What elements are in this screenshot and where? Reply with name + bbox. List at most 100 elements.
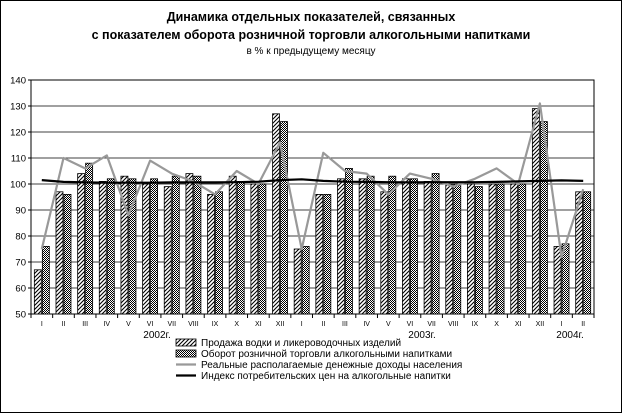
- bar-vodka-sales: [423, 180, 432, 315]
- bar-alcohol-turnover: [583, 191, 592, 315]
- bar-vodka-sales: [207, 193, 215, 315]
- bar-vodka-sales: [33, 269, 42, 315]
- y-tick-label: 120: [10, 128, 26, 139]
- x-year-label: 2003г.: [408, 330, 435, 341]
- x-month-label: XI: [515, 321, 522, 328]
- y-tick-label: 140: [10, 76, 26, 87]
- y-tick-label: 50: [15, 310, 26, 321]
- y-tick-label: 90: [15, 206, 26, 217]
- bar-vodka-sales: [531, 108, 540, 315]
- chart-title-line-1: Динамика отдельных показателей, связанны…: [167, 10, 456, 24]
- bar-vodka-sales: [467, 183, 475, 315]
- x-month-label: I: [561, 321, 563, 328]
- x-month-label: II: [581, 321, 585, 328]
- x-month-label: VIII: [188, 321, 199, 328]
- bar-alcohol-turnover: [345, 167, 353, 315]
- bar-alcohol-turnover: [366, 175, 375, 315]
- bar-alcohol-turnover: [323, 193, 332, 315]
- x-month-label: I: [41, 321, 43, 328]
- bar-alcohol-turnover: [475, 186, 483, 315]
- bar-vodka-sales: [488, 183, 497, 315]
- y-tick-label: 100: [10, 180, 26, 191]
- x-month-label: III: [82, 321, 88, 328]
- x-month-label: V: [386, 321, 391, 328]
- y-tick-label: 60: [15, 284, 26, 295]
- x-month-label: X: [234, 321, 239, 328]
- y-tick-label: 70: [15, 258, 26, 269]
- x-month-label: IV: [363, 321, 370, 328]
- bar-alcohol-turnover: [41, 245, 50, 315]
- x-month-label: XII: [276, 321, 285, 328]
- bar-alcohol-turnover: [388, 175, 397, 315]
- legend-label: Оборот розничной торговли алкогольными н…: [201, 348, 452, 360]
- line-real-incomes: [40, 102, 585, 258]
- x-month-label: VI: [407, 321, 414, 328]
- bars: [33, 108, 592, 315]
- bar-vodka-sales: [575, 191, 584, 315]
- x-year-label: 2004г.: [556, 330, 583, 341]
- bar-vodka-sales: [445, 183, 454, 315]
- bar-alcohol-turnover: [128, 178, 137, 315]
- x-month-label: IV: [103, 321, 110, 328]
- x-month-label: XII: [536, 321, 545, 328]
- x-axis: I II III IV V VI VII VIII IX X XI XII I II III IV V VI VII…: [30, 314, 595, 341]
- bar-vodka-sales: [380, 191, 389, 315]
- chart-title-line-2: с показателем оборота розничной торговли…: [92, 28, 531, 42]
- bar-vodka-sales: [120, 175, 129, 315]
- legend: Продажа водки и ликероводочных изделийОб…: [175, 338, 462, 382]
- bar-vodka-sales: [272, 113, 280, 315]
- bar-vodka-sales: [337, 178, 345, 315]
- x-year-label: 2002г.: [143, 330, 170, 341]
- line-cpi-alcohol: [41, 178, 584, 184]
- y-tick-label: 80: [15, 232, 26, 243]
- bar-vodka-sales: [293, 248, 302, 315]
- bar-vodka-sales: [142, 183, 150, 315]
- chart-subtitle: в % к предыдущему месяцу: [246, 46, 375, 57]
- bar-alcohol-turnover: [258, 183, 267, 315]
- bar-vodka-sales: [163, 186, 172, 315]
- bar-vodka-sales: [77, 173, 86, 315]
- x-month-label: II: [62, 321, 66, 328]
- bar-alcohol-turnover: [453, 183, 462, 315]
- y-axis-ticks: 50 60 70 80 90 100 110 120 130 140: [10, 76, 31, 321]
- bar-alcohol-turnover: [63, 193, 72, 315]
- bar-vodka-sales: [55, 191, 64, 315]
- x-month-label: X: [494, 321, 499, 328]
- bar-alcohol-turnover: [410, 178, 418, 315]
- bar-alcohol-turnover: [431, 173, 440, 315]
- legend-label: Продажа водки и ликероводочных изделий: [201, 338, 401, 349]
- series-lines: [40, 102, 585, 258]
- x-month-label: I: [301, 321, 303, 328]
- bar-vodka-sales: [358, 178, 367, 315]
- legend-swatch: [175, 349, 197, 358]
- bar-vodka-sales: [553, 245, 562, 315]
- x-month-label: VIII: [448, 321, 459, 328]
- bar-alcohol-turnover: [518, 183, 527, 315]
- y-tick-label: 130: [10, 102, 26, 113]
- bar-vodka-sales: [98, 180, 107, 315]
- x-month-label: III: [342, 321, 348, 328]
- bar-alcohol-turnover: [171, 175, 180, 315]
- bar-vodka-sales: [510, 183, 519, 315]
- legend-swatch: [175, 338, 197, 347]
- bar-vodka-sales: [185, 173, 194, 315]
- bar-vodka-sales: [228, 175, 237, 315]
- bar-alcohol-turnover: [106, 178, 115, 315]
- bar-vodka-sales: [402, 178, 410, 315]
- bar-alcohol-turnover: [280, 121, 288, 315]
- x-month-label: II: [321, 321, 325, 328]
- x-month-label: VII: [427, 321, 436, 328]
- bar-alcohol-turnover: [85, 162, 94, 315]
- bar-alcohol-turnover: [539, 121, 548, 315]
- bar-alcohol-turnover: [236, 180, 245, 315]
- x-month-label: VII: [167, 321, 176, 328]
- bar-alcohol-turnover: [193, 175, 202, 315]
- bar-alcohol-turnover: [150, 178, 158, 315]
- y-tick-label: 110: [11, 154, 26, 165]
- bar-alcohol-turnover: [215, 191, 223, 315]
- bar-vodka-sales: [250, 183, 259, 315]
- x-month-label: V: [126, 321, 131, 328]
- x-month-label: IX: [472, 321, 479, 328]
- x-month-label: VI: [147, 321, 154, 328]
